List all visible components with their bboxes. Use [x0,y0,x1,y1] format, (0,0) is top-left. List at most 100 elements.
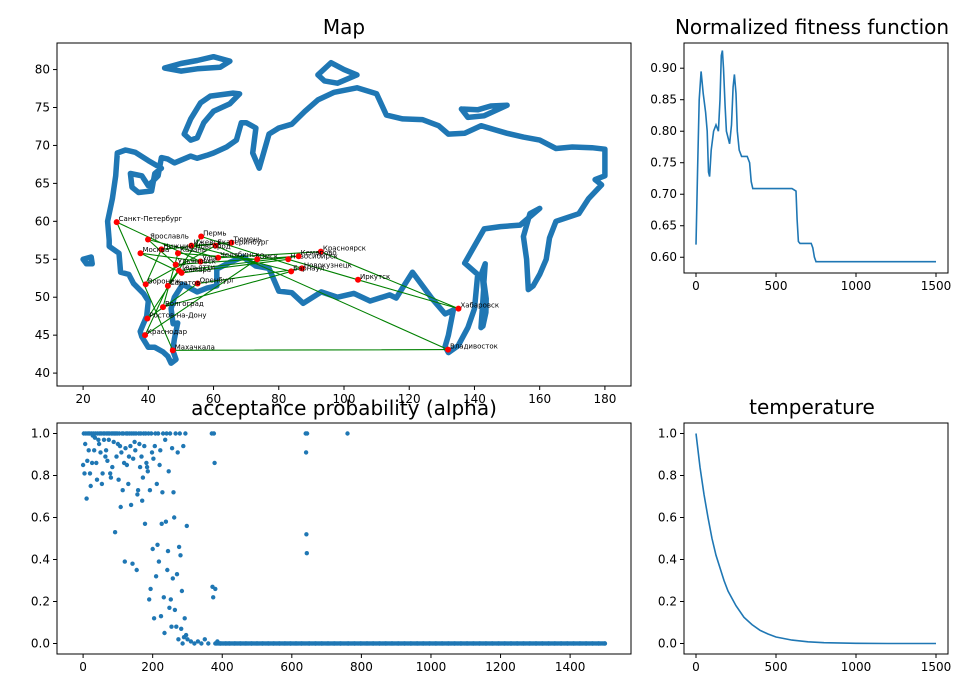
city-marker [298,265,305,272]
alpha-point [155,542,160,547]
alpha-point [174,624,179,629]
alpha-point [156,431,161,436]
alpha-point [103,454,108,459]
alpha-point [164,431,169,436]
alpha-point [130,561,135,566]
city-label: Оренбург [200,277,236,285]
city-label: Самара [184,266,211,274]
city-marker [137,250,144,257]
temperature-ytick-label: 0.2 [658,595,677,609]
alpha-point [166,469,171,474]
city-marker [295,253,302,260]
alpha-point [112,530,118,535]
map-ytick-label: 65 [35,176,50,190]
alpha-point [158,448,163,453]
alpha-point [147,597,152,602]
city-marker [288,268,295,275]
map-ytick-label: 75 [35,101,50,115]
alpha-point [119,450,124,455]
alpha-title: acceptance probability (alpha) [191,396,497,420]
alpha-point [172,607,178,613]
alpha-point [168,597,173,602]
city-marker [197,258,204,265]
fitness-axes: 0 500 1000 1500 0.60 0.65 0.70 0.75 0.80 0.85 0.90 [650,61,951,293]
city-marker [212,242,219,249]
alpha-point [304,431,310,436]
alpha-point [147,488,153,493]
map-ytick-label: 70 [35,138,50,152]
alpha-point [177,431,182,436]
temperature-line [695,433,936,645]
alpha-point [142,521,148,526]
temperature-ytick-label: 0.6 [658,511,677,525]
alpha-point [182,616,187,621]
city-label: Воронеж [148,277,182,285]
city-label: Уфа [203,255,218,263]
alpha-ytick-label: 0.2 [31,595,50,609]
alpha-point [151,616,157,621]
temperature-xtick-label: 0 [692,660,700,674]
city-marker [455,305,462,312]
alpha-point [192,641,197,646]
temperature-chart: temperature 0 500 1000 1500 0.0 0.2 0.4 0.6 0.8 1… [658,395,951,674]
alpha-ytick-label: 0.8 [31,469,50,483]
alpha-point [100,471,105,476]
city-marker [158,246,165,253]
alpha-point [86,448,91,453]
city-label: Нижний Новгород [163,242,230,250]
city-label: Иркутск [360,273,390,281]
city-label: Владивосток [450,343,498,351]
alpha-point [211,431,217,436]
city-marker [159,304,166,311]
coastline-segment [161,53,233,74]
alpha-point [85,458,90,463]
fitness-xtick-label: 1500 [921,279,952,293]
alpha-point [199,641,204,646]
fitness-chart: Normalized fitness function 0 500 1000 1500… [650,15,951,293]
alpha-point [124,462,130,468]
alpha-point [173,431,178,436]
city-marker [169,347,176,354]
city-label: Ижевск [193,239,221,247]
coastline-segment [315,59,360,86]
alpha-point [94,460,99,466]
alpha-point [202,637,207,642]
alpha-point [165,548,171,554]
alpha-point [162,630,167,636]
alpha-point [116,477,121,482]
fitness-ytick-label: 0.65 [650,219,677,233]
alpha-xtick-label: 0 [79,660,87,674]
alpha-point [181,443,186,449]
city-marker [144,315,151,322]
alpha-point [160,431,166,436]
alpha-point [169,624,174,629]
temperature-frame [683,422,949,655]
alpha-point [142,443,147,449]
city-marker [142,281,149,288]
alpha-ytick-label: 0.6 [31,511,50,525]
alpha-point [172,515,177,520]
alpha-point [106,437,112,442]
map-chart: Map Санкт-Петербург Пермь Ярославль ТюменьЕ… [35,15,632,406]
alpha-point [174,572,180,577]
alpha-point [150,546,155,552]
alpha-point [154,481,159,487]
coastline-segment [458,102,510,121]
alpha-point [128,502,134,508]
alpha-point [175,450,180,455]
city-marker [164,282,171,289]
alpha-point [148,586,153,592]
fitness-frame [683,42,949,274]
city-marker [198,233,205,240]
map-title: Map [323,15,365,39]
alpha-point [157,462,162,468]
alpha-ytick-label: 1.0 [31,427,50,441]
map-frame [56,42,632,387]
alpha-point [123,446,128,451]
fitness-ytick-label: 0.90 [650,61,677,75]
alpha-point [185,637,190,642]
city-label: Екатеринбург [218,239,270,247]
alpha-point [152,443,157,449]
alpha-xtick-label: 800 [350,660,373,674]
map-ytick-label: 60 [35,214,50,228]
